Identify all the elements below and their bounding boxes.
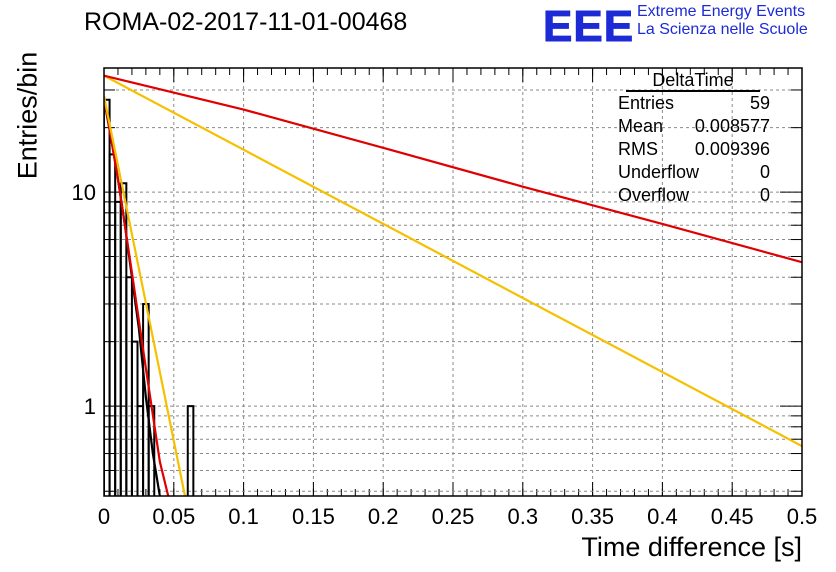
stats-value: 59 [749,93,770,113]
x-tick-label: 0.45 [711,504,754,529]
x-tick-label: 0.35 [571,504,614,529]
x-tick-label: 0.25 [432,504,475,529]
logo-line-1: Extreme Energy Events [637,3,806,20]
stats-value: 0.008577 [694,116,770,136]
fit-curve [104,96,170,496]
fit-curve [104,74,802,448]
logo-caption: Extreme Energy Events La Scienza nelle S… [637,3,808,39]
x-tick-label: 0 [98,504,110,529]
y-tick-label: 10 [72,180,96,205]
stats-value: 0 [759,185,770,205]
histogram-bin [186,405,195,496]
stats-label: Overflow [618,185,690,205]
y-tick-label: 1 [84,394,96,419]
stats-value: 0.009396 [694,139,770,159]
x-tick-label: 0.4 [647,504,678,529]
stats-row: RMS 0.009396 [612,138,778,161]
x-tick-label: 0.5 [787,504,818,529]
x-tick-label: 0.15 [292,504,335,529]
x-tick-label: 0.2 [368,504,399,529]
fit-curve [104,74,802,264]
stats-value: 0 [759,162,770,182]
plot-frame [103,67,803,497]
stats-label: Mean [618,116,664,136]
y-axis-label: Entries/bin [12,51,43,180]
logo-line-2: La Scienza nelle Scuole [637,21,808,38]
x-axis-label: Time difference [s] [581,532,802,562]
stats-row: Entries 59 [612,92,778,115]
stats-row: Mean 0.008577 [612,115,778,138]
chart-title: ROMA-02-2017-11-01-00468 [84,8,408,36]
stats-box: DeltaTime Entries 59 Mean 0.008577 RMS 0.00… [612,70,778,207]
stats-label: Entries [618,93,675,113]
stats-row: Overflow 0 [612,184,778,207]
x-tick-label: 0.1 [228,504,259,529]
eee-logo: EEE [542,2,635,52]
stats-title: DeltaTime [626,70,760,92]
x-tick-label: 0.3 [508,504,539,529]
stats-row: Underflow 0 [612,161,778,184]
stats-label: RMS [618,139,658,159]
x-tick-label: 0.05 [152,504,195,529]
fit-curve [104,96,187,496]
stats-label: Underflow [618,162,700,182]
plot-area [104,74,802,496]
